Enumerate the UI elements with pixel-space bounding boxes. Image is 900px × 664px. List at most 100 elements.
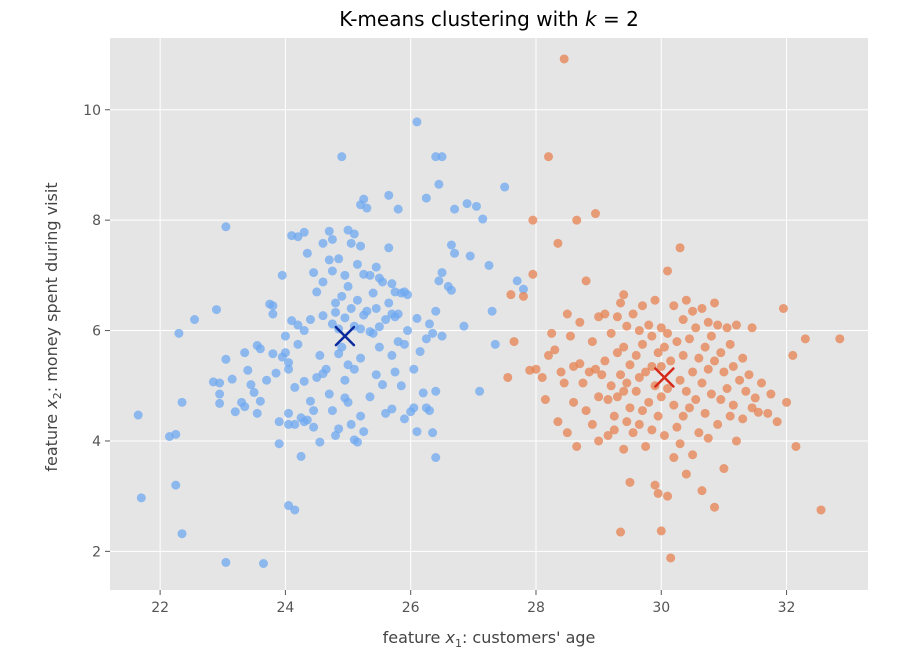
data-point (274, 417, 284, 427)
data-point (678, 411, 688, 421)
data-point (725, 411, 735, 421)
data-point (240, 348, 250, 358)
data-point (378, 380, 388, 390)
data-point (280, 348, 290, 358)
data-point (249, 387, 259, 397)
data-point (487, 306, 497, 316)
data-point (309, 422, 319, 432)
data-point (619, 444, 629, 454)
data-point (340, 375, 350, 385)
data-point (550, 345, 560, 355)
data-point (387, 279, 397, 289)
data-point (681, 386, 691, 396)
data-point (713, 419, 723, 429)
data-point (753, 407, 763, 417)
data-point (669, 453, 679, 463)
data-point (255, 344, 265, 354)
data-point (688, 450, 698, 460)
data-point (284, 364, 294, 374)
grid-lines (110, 38, 868, 590)
centroid-1-marker (334, 325, 356, 347)
data-point (625, 360, 635, 370)
centroid-2-marker (654, 367, 675, 388)
data-point (569, 397, 579, 407)
data-point (374, 342, 384, 352)
data-point (572, 215, 582, 225)
data-point (340, 313, 350, 323)
data-point (171, 480, 181, 490)
data-point (710, 356, 720, 366)
data-point (663, 384, 673, 394)
data-point (471, 201, 481, 211)
data-point (556, 367, 566, 377)
data-point (694, 353, 704, 363)
data-point (421, 193, 431, 203)
data-point (378, 277, 388, 287)
data-point (616, 527, 626, 537)
data-point (594, 436, 604, 446)
data-point (409, 364, 419, 374)
data-point (399, 339, 409, 349)
data-point (255, 396, 265, 406)
data-point (315, 437, 325, 447)
data-point (399, 414, 409, 424)
data-point (518, 284, 528, 294)
data-point (437, 331, 447, 341)
chart-title-variable: k (585, 7, 598, 31)
data-point (772, 417, 782, 427)
data-point (719, 464, 729, 474)
data-point (368, 328, 378, 338)
data-point (327, 406, 337, 416)
data-point (553, 417, 563, 427)
data-point (700, 408, 710, 418)
data-point (403, 290, 413, 300)
data-point (706, 389, 716, 399)
data-point (641, 441, 651, 451)
x-tick-label: 30 (652, 600, 670, 616)
data-point (581, 406, 591, 416)
data-point (628, 309, 638, 319)
data-point (634, 419, 644, 429)
data-point (352, 295, 362, 305)
data-point (349, 229, 359, 239)
data-point (243, 365, 253, 375)
x-axis-label-prefix: feature (383, 628, 446, 647)
data-point (221, 557, 231, 567)
data-point (221, 354, 231, 364)
data-point (133, 410, 143, 420)
data-points (133, 54, 845, 569)
data-point (757, 378, 767, 388)
data-point (628, 428, 638, 438)
data-point (305, 396, 315, 406)
data-point (738, 414, 748, 424)
data-point (434, 276, 444, 286)
data-point (581, 276, 591, 286)
data-point (641, 367, 651, 377)
data-point (703, 433, 713, 443)
data-point (706, 331, 716, 341)
y-tick-label: 6 (92, 324, 101, 340)
data-point (650, 295, 660, 305)
data-point (666, 356, 676, 366)
data-point (434, 179, 444, 189)
data-point (321, 364, 331, 374)
x-tick-label: 32 (778, 600, 796, 616)
y-axis-label-variable: x (42, 399, 61, 410)
data-point (710, 502, 720, 512)
data-point (710, 298, 720, 308)
data-point (694, 428, 704, 438)
data-point (653, 348, 663, 358)
data-point (475, 386, 485, 396)
data-point (227, 374, 237, 384)
cluster-1-points (133, 117, 528, 569)
data-point (656, 392, 666, 402)
data-point (374, 322, 384, 332)
data-point (371, 303, 381, 313)
data-point (280, 331, 290, 341)
centroids (334, 325, 675, 388)
data-point (688, 306, 698, 316)
data-point (612, 312, 622, 322)
data-point (136, 493, 146, 503)
